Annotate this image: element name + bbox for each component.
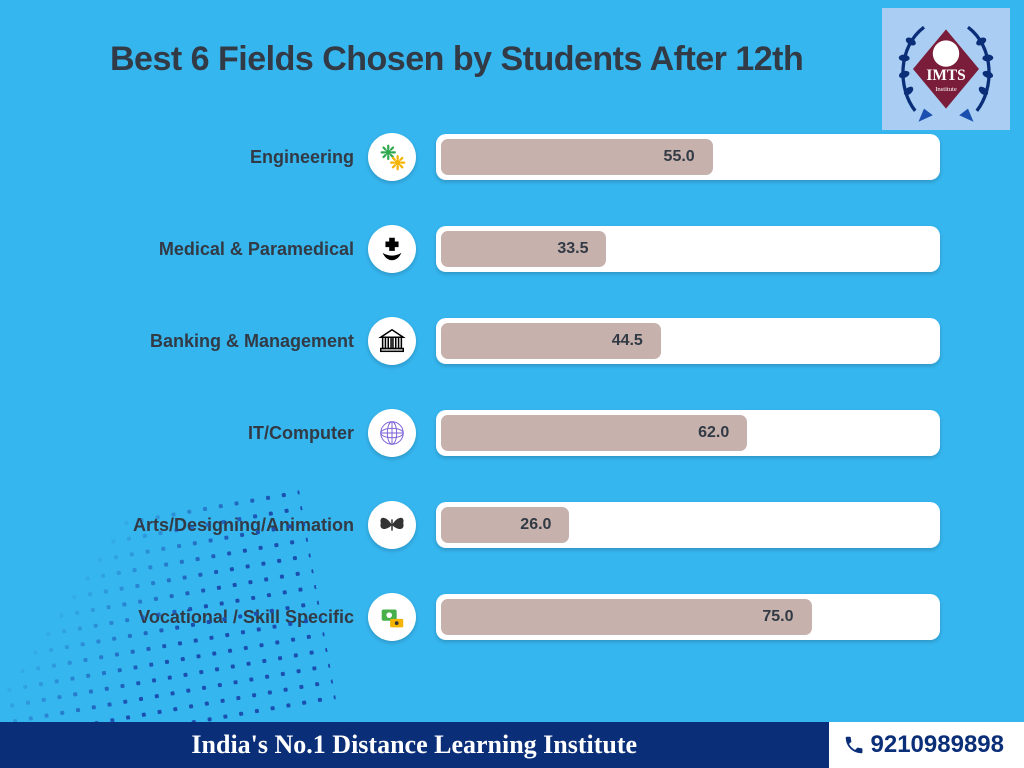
- tools-icon: [368, 593, 416, 641]
- row-label: Arts/Designing/Animation: [120, 515, 368, 536]
- imts-logo-icon: IMTS Institute: [891, 14, 1001, 124]
- bar-chart: Engineering 55.0 Medical & Paramedical 33.5…: [120, 130, 940, 682]
- footer: India's No.1 Distance Learning Institute…: [0, 722, 1024, 768]
- bar-fill: 26.0: [441, 507, 569, 543]
- bar-value: 26.0: [520, 516, 551, 534]
- row-label: Medical & Paramedical: [120, 239, 368, 260]
- bar-fill: 62.0: [441, 415, 747, 451]
- chart-row: IT/Computer 62.0: [120, 406, 940, 460]
- phone-icon: [843, 734, 865, 756]
- row-label: IT/Computer: [120, 423, 368, 444]
- chart-row: Engineering 55.0: [120, 130, 940, 184]
- page-title: Best 6 Fields Chosen by Students After 1…: [110, 40, 803, 79]
- brand-logo: IMTS Institute: [882, 8, 1010, 130]
- bar-fill: 33.5: [441, 231, 606, 267]
- bar-value: 55.0: [664, 148, 695, 166]
- logo-subtext: Institute: [935, 86, 957, 93]
- medical-icon: [368, 225, 416, 273]
- bar-fill: 44.5: [441, 323, 661, 359]
- butterfly-icon: [368, 501, 416, 549]
- bar-fill: 55.0: [441, 139, 713, 175]
- gears-icon: [368, 133, 416, 181]
- row-label: Engineering: [120, 147, 368, 168]
- bar-value: 44.5: [612, 332, 643, 350]
- infographic-page: Best 6 Fields Chosen by Students After 1…: [0, 0, 1024, 768]
- bar-value: 75.0: [762, 608, 793, 626]
- chart-row: Banking & Management 44.5: [120, 314, 940, 368]
- bank-icon: [368, 317, 416, 365]
- phone-number: 9210989898: [871, 731, 1004, 759]
- chart-row: Arts/Designing/Animation 26.0: [120, 498, 940, 552]
- logo-text: IMTS: [926, 67, 965, 84]
- row-label: Vocational / Skill Specific: [120, 607, 368, 628]
- chart-row: Medical & Paramedical 33.5: [120, 222, 940, 276]
- bar-track: 55.0: [436, 134, 940, 180]
- row-label: Banking & Management: [120, 331, 368, 352]
- bar-fill: 75.0: [441, 599, 812, 635]
- bar-value: 62.0: [698, 424, 729, 442]
- globe-icon: [368, 409, 416, 457]
- bar-track: 44.5: [436, 318, 940, 364]
- bar-track: 75.0: [436, 594, 940, 640]
- bar-value: 33.5: [557, 240, 588, 258]
- bar-track: 33.5: [436, 226, 940, 272]
- footer-phone[interactable]: 9210989898: [829, 722, 1024, 768]
- chart-row: Vocational / Skill Specific 75.0: [120, 590, 940, 644]
- footer-tagline: India's No.1 Distance Learning Institute: [0, 730, 829, 760]
- bar-track: 62.0: [436, 410, 940, 456]
- bar-track: 26.0: [436, 502, 940, 548]
